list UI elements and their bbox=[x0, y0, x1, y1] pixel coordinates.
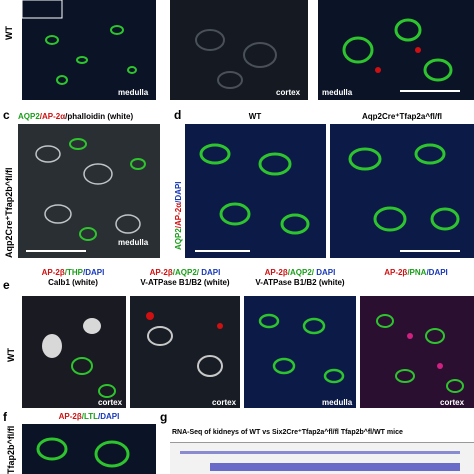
scale-bar bbox=[26, 250, 86, 252]
region-label: medulla bbox=[118, 238, 149, 247]
stain: DAPI bbox=[199, 268, 221, 277]
micrograph bbox=[22, 424, 156, 474]
stain: AP-2β bbox=[149, 268, 173, 277]
genotype-label: Aqp2Cre⁺Tfap2b^fl/fl bbox=[4, 167, 14, 258]
panel-header: AQP2/AP-2α/phalloidin (white) bbox=[18, 112, 133, 122]
region-label: medulla bbox=[322, 88, 353, 97]
micrograph bbox=[170, 0, 308, 100]
micrograph bbox=[22, 296, 126, 408]
region-label: cortex bbox=[276, 88, 301, 97]
column-header: AP-2β/THP/DAPI Calb1 (white) bbox=[18, 268, 128, 288]
stain: /DAPI bbox=[83, 268, 105, 277]
column-header: WT bbox=[248, 112, 262, 121]
region-label: medulla bbox=[118, 88, 149, 97]
panel-letter: f bbox=[3, 410, 7, 424]
stain: /LTL bbox=[81, 412, 99, 421]
genotype-label: Tfap2b^fl/fl bbox=[6, 425, 16, 474]
micrograph bbox=[130, 296, 240, 408]
stain: AP-2β bbox=[58, 412, 82, 421]
stain: V-ATPase B1/B2 (white) bbox=[255, 278, 345, 287]
stain: /AQP2/ bbox=[287, 268, 314, 277]
region-label: medulla bbox=[322, 398, 353, 407]
stain: DAPI bbox=[314, 268, 336, 277]
stain: AQP2 bbox=[18, 112, 40, 121]
stain: /DAPI bbox=[98, 412, 120, 421]
stain: /AP-2α bbox=[174, 202, 183, 229]
track bbox=[210, 463, 460, 471]
micrograph bbox=[18, 124, 160, 258]
genotype-label: WT bbox=[4, 26, 14, 40]
panel-header: AP-2β/LTL/DAPI bbox=[22, 412, 156, 422]
track bbox=[180, 451, 460, 454]
panel-letter: g bbox=[160, 410, 168, 424]
micrograph bbox=[185, 124, 326, 258]
column-header: Aqp2Cre⁺Tfap2a^fl/fl bbox=[361, 112, 442, 121]
genotype-label: WT bbox=[6, 348, 16, 362]
genome-track bbox=[170, 442, 474, 474]
stain: AP-2β bbox=[41, 268, 65, 277]
panel-letter: e bbox=[3, 278, 10, 292]
region-label: cortex bbox=[440, 398, 465, 407]
column-header: AP-2β/AQP2/ DAPI V-ATPase B1/B2 (white) bbox=[128, 268, 242, 288]
stain: /DAPI bbox=[174, 181, 183, 203]
stain: /PNA bbox=[407, 268, 427, 277]
column-header: AP-2β/AQP2/ DAPI V-ATPase B1/B2 (white) bbox=[242, 268, 358, 288]
stain: /AQP2/ bbox=[172, 268, 199, 277]
panel-letter: d bbox=[174, 108, 182, 122]
stain: V-ATPase B1/B2 (white) bbox=[140, 278, 230, 287]
stain: /AP-2α bbox=[39, 112, 66, 121]
stain: /DAPI bbox=[426, 268, 448, 277]
stain: /phalloidin (white) bbox=[65, 112, 134, 121]
region-label: cortex bbox=[212, 398, 237, 407]
stain-label: AQP2/AP-2α/DAPI bbox=[174, 181, 183, 250]
micrograph bbox=[318, 0, 474, 100]
panel-title: RNA-Seq of kidneys of WT vs Six2Cre⁺Tfap… bbox=[172, 429, 403, 436]
stain: AP-2β bbox=[264, 268, 288, 277]
column-header: AP-2β/PNA/DAPI bbox=[358, 268, 474, 278]
panel-letter: c bbox=[3, 108, 10, 122]
scale-bar bbox=[400, 250, 460, 252]
stain: AQP2 bbox=[174, 228, 183, 250]
scale-bar bbox=[195, 250, 250, 252]
micrograph bbox=[244, 296, 356, 408]
stain: Calb1 (white) bbox=[48, 278, 98, 287]
micrograph bbox=[360, 296, 474, 408]
micrograph bbox=[22, 0, 156, 100]
stain: /THP bbox=[64, 268, 83, 277]
stain: AP-2β bbox=[384, 268, 408, 277]
scale-bar bbox=[400, 90, 460, 92]
micrograph bbox=[330, 124, 474, 258]
region-label: cortex bbox=[98, 398, 123, 407]
